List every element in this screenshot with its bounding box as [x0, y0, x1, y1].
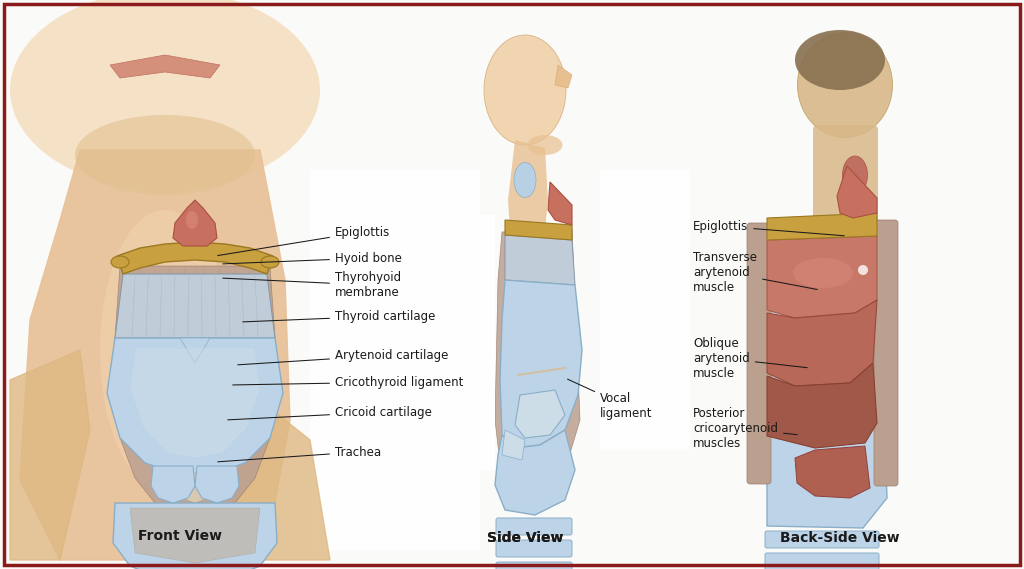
Polygon shape: [508, 140, 548, 230]
Text: Arytenoid cartilage: Arytenoid cartilage: [238, 348, 449, 365]
Polygon shape: [170, 473, 220, 503]
Text: Epiglottis: Epiglottis: [218, 225, 390, 255]
Polygon shape: [837, 166, 877, 218]
Polygon shape: [113, 503, 278, 569]
Polygon shape: [515, 390, 565, 438]
Polygon shape: [180, 338, 210, 363]
FancyBboxPatch shape: [330, 215, 495, 470]
Ellipse shape: [858, 265, 868, 275]
Text: Side View: Side View: [486, 531, 563, 545]
Ellipse shape: [111, 256, 129, 268]
Ellipse shape: [100, 210, 230, 490]
Polygon shape: [106, 338, 283, 476]
Polygon shape: [117, 242, 273, 274]
Polygon shape: [767, 363, 877, 448]
FancyBboxPatch shape: [746, 223, 771, 484]
Polygon shape: [10, 350, 90, 560]
Ellipse shape: [795, 30, 885, 90]
Polygon shape: [130, 348, 260, 458]
Text: Side View: Side View: [486, 531, 563, 545]
Text: Back-Side View: Back-Side View: [780, 531, 900, 545]
Ellipse shape: [10, 0, 319, 190]
Polygon shape: [115, 266, 275, 513]
Ellipse shape: [75, 115, 255, 195]
Polygon shape: [548, 182, 572, 225]
Polygon shape: [505, 220, 572, 240]
Text: Thyrohyoid
membrane: Thyrohyoid membrane: [223, 271, 401, 299]
Text: Cricothyroid ligament: Cricothyroid ligament: [232, 376, 464, 389]
Polygon shape: [505, 235, 575, 285]
FancyBboxPatch shape: [496, 540, 572, 557]
FancyBboxPatch shape: [813, 125, 878, 245]
Ellipse shape: [514, 163, 536, 197]
Ellipse shape: [798, 32, 893, 138]
Ellipse shape: [843, 156, 867, 194]
Polygon shape: [20, 150, 290, 560]
Polygon shape: [115, 274, 275, 338]
Text: Epiglottis: Epiglottis: [693, 220, 844, 236]
FancyBboxPatch shape: [765, 531, 879, 548]
Polygon shape: [173, 200, 217, 246]
Ellipse shape: [484, 35, 566, 145]
Polygon shape: [555, 65, 572, 88]
Ellipse shape: [793, 258, 853, 288]
FancyBboxPatch shape: [310, 170, 480, 550]
Text: Thyroid cartilage: Thyroid cartilage: [243, 310, 435, 323]
Polygon shape: [110, 55, 220, 78]
Text: Vocal
ligament: Vocal ligament: [567, 379, 652, 420]
Polygon shape: [151, 466, 195, 503]
Polygon shape: [767, 220, 887, 528]
Polygon shape: [502, 430, 525, 460]
FancyBboxPatch shape: [496, 518, 572, 535]
FancyBboxPatch shape: [874, 220, 898, 486]
Text: Front View: Front View: [138, 529, 222, 543]
Ellipse shape: [261, 256, 279, 268]
Polygon shape: [767, 213, 877, 240]
Text: Oblique
arytenoid
muscle: Oblique arytenoid muscle: [693, 336, 807, 380]
FancyBboxPatch shape: [765, 553, 879, 569]
Polygon shape: [767, 300, 877, 386]
Polygon shape: [130, 508, 260, 563]
Text: Cricoid cartilage: Cricoid cartilage: [227, 406, 432, 420]
FancyBboxPatch shape: [496, 562, 572, 569]
Text: Posterior
cricoarytenoid
muscles: Posterior cricoarytenoid muscles: [693, 406, 798, 450]
Text: Trachea: Trachea: [218, 446, 381, 462]
Ellipse shape: [186, 211, 198, 229]
Polygon shape: [500, 280, 582, 448]
Polygon shape: [495, 430, 575, 515]
Polygon shape: [230, 400, 330, 560]
Polygon shape: [767, 236, 877, 318]
Polygon shape: [795, 446, 870, 498]
Polygon shape: [195, 466, 239, 503]
Ellipse shape: [527, 135, 562, 155]
FancyBboxPatch shape: [600, 170, 690, 450]
Text: Transverse
arytenoid
muscle: Transverse arytenoid muscle: [693, 250, 817, 294]
Text: Hyoid bone: Hyoid bone: [223, 251, 401, 265]
Polygon shape: [495, 228, 580, 490]
